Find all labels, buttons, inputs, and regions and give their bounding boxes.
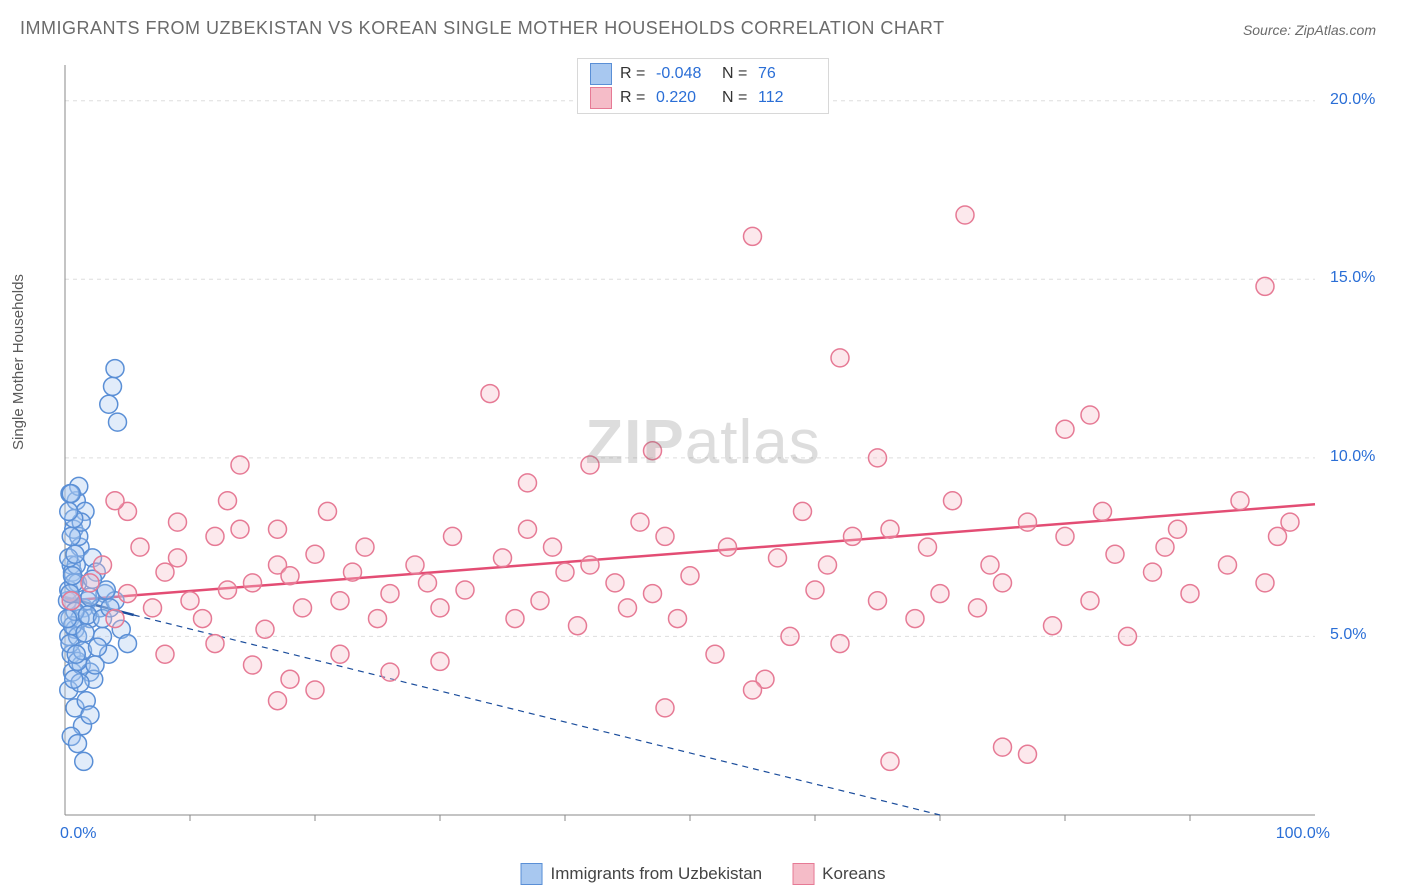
y-tick-label: 5.0%	[1330, 626, 1366, 644]
source-name: ZipAtlas.com	[1295, 22, 1376, 38]
legend-label: Koreans	[822, 864, 885, 884]
n-value-koreans: 112	[758, 89, 816, 107]
stats-row-uzbekistan: R = -0.048 N = 76	[590, 62, 816, 86]
r-label: R =	[620, 65, 648, 83]
scatter-plot	[55, 55, 1335, 845]
r-value-koreans: 0.220	[656, 89, 714, 107]
swatch-koreans	[590, 87, 612, 109]
swatch-uzbekistan	[521, 863, 543, 885]
y-tick-label: 20.0%	[1330, 91, 1375, 109]
chart-title: IMMIGRANTS FROM UZBEKISTAN VS KOREAN SIN…	[20, 18, 945, 39]
swatch-uzbekistan	[590, 63, 612, 85]
n-value-uzbekistan: 76	[758, 65, 816, 83]
n-label: N =	[722, 89, 750, 107]
y-tick-label: 10.0%	[1330, 448, 1375, 466]
y-tick-label: 15.0%	[1330, 269, 1375, 287]
n-label: N =	[722, 65, 750, 83]
series-legend: Immigrants from Uzbekistan Koreans	[521, 863, 886, 885]
r-label: R =	[620, 89, 648, 107]
x-tick-label: 100.0%	[1276, 825, 1330, 843]
y-axis-label: Single Mother Households	[10, 274, 27, 450]
x-tick-label: 0.0%	[60, 825, 96, 843]
source-label: Source:	[1243, 22, 1291, 38]
legend-item-koreans: Koreans	[792, 863, 885, 885]
stats-row-koreans: R = 0.220 N = 112	[590, 86, 816, 110]
chart-container: IMMIGRANTS FROM UZBEKISTAN VS KOREAN SIN…	[0, 0, 1406, 892]
source-attribution: Source: ZipAtlas.com	[1243, 22, 1376, 38]
r-value-uzbekistan: -0.048	[656, 65, 714, 83]
legend-item-uzbekistan: Immigrants from Uzbekistan	[521, 863, 763, 885]
stats-legend: R = -0.048 N = 76 R = 0.220 N = 112	[577, 58, 829, 114]
legend-label: Immigrants from Uzbekistan	[551, 864, 763, 884]
swatch-koreans	[792, 863, 814, 885]
